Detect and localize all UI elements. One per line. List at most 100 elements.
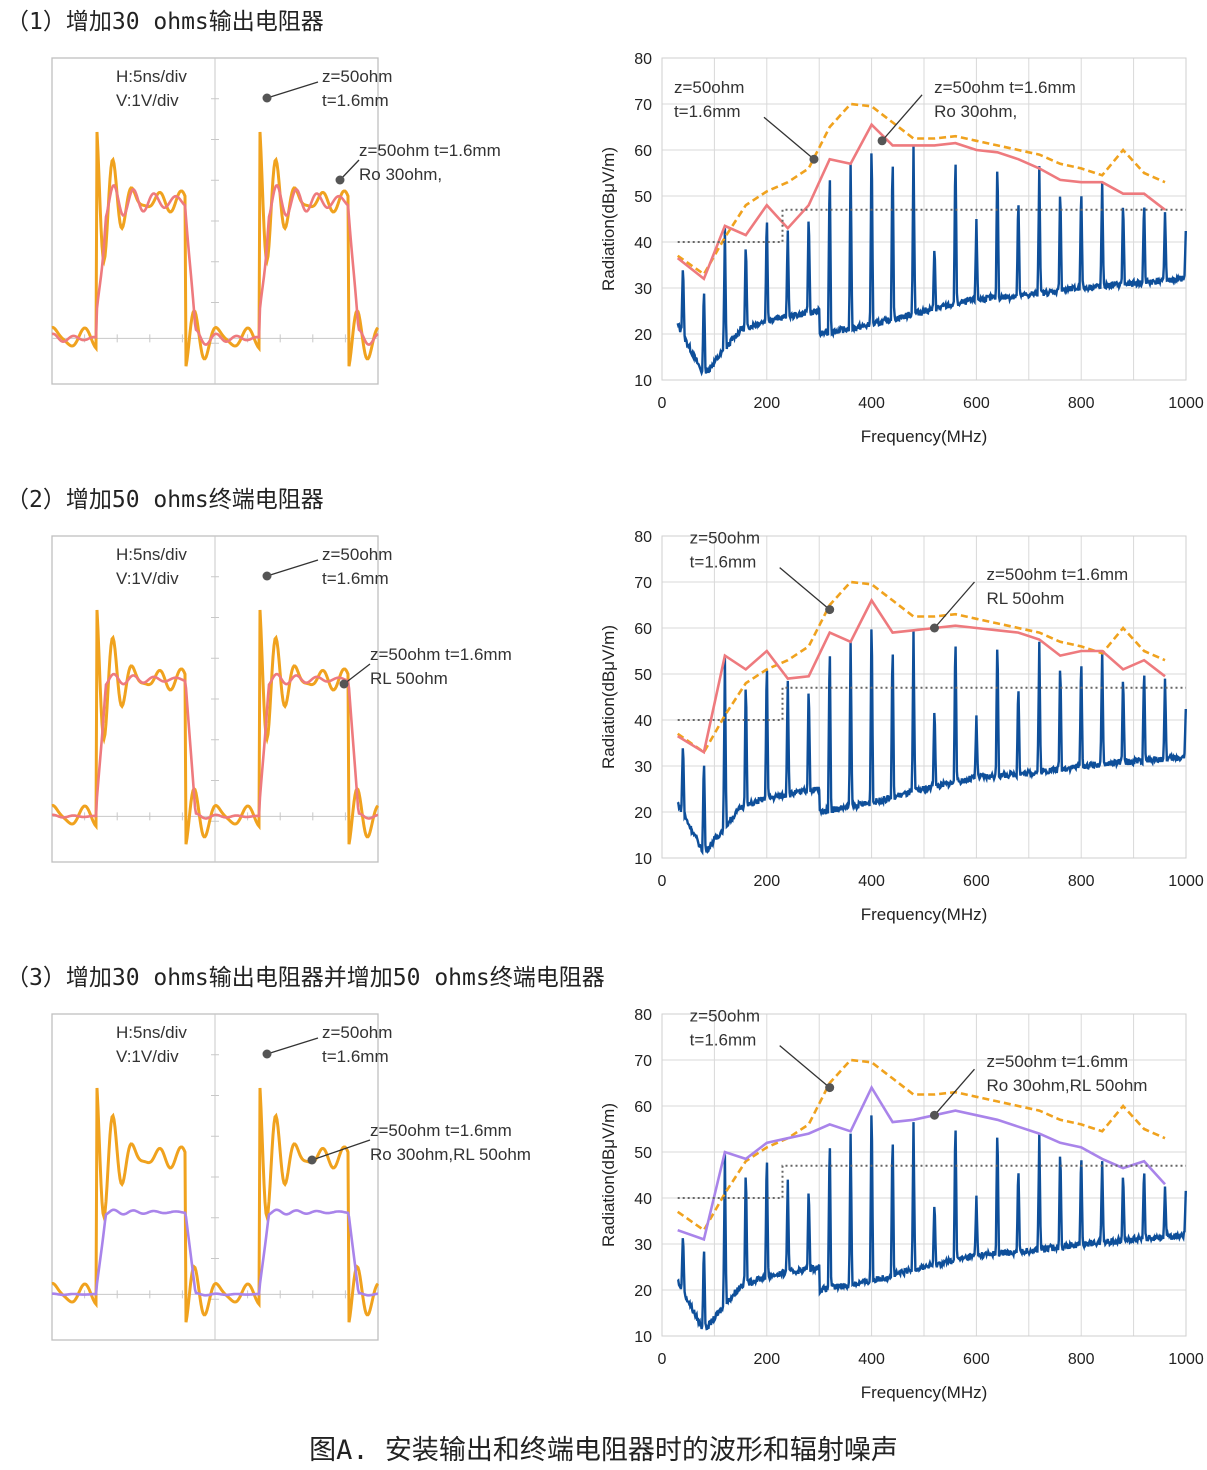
callout-text-1: z=50ohm [322,67,392,86]
section-2-title: （2）增加50 ohms终端电阻器 [6,487,324,513]
y-tick-label: 80 [634,51,652,68]
measured-spectrum [676,1115,1187,1331]
y-tick-label: 20 [634,1283,652,1300]
callout-dot [877,136,887,146]
y-tick-label: 50 [634,667,652,684]
waveform-annotation-reference: z=50ohm t=1.6mm [262,1023,392,1066]
y-tick-label: 70 [634,97,652,114]
callout-line [266,1037,319,1055]
callout-dot [262,93,272,103]
x-tick-label: 600 [963,873,990,890]
measured-spectrum [676,629,1187,856]
reference-envelope [676,580,1166,755]
y-axis-label: Radiation(dBμV/m) [599,1103,618,1247]
x-axis-label: Frequency(MHz) [861,1383,988,1402]
callout-text-1: z=50ohm t=1.6mm [370,1121,512,1140]
y-tick-label: 10 [634,373,652,390]
x-tick-label: 0 [658,873,667,890]
callout-text-1: z=50ohm [690,1007,760,1026]
callout-text-1: z=50ohm [322,545,392,564]
callout-text-2: RL 50ohm [370,669,448,688]
y-tick-label: 60 [634,621,652,638]
callout-line [881,94,923,142]
v-scale-label: V:1V/div [116,569,179,588]
callout-text-2: Ro 30ohm,RL 50ohm [986,1076,1147,1095]
modified-envelope [677,597,1166,755]
callout-text-1: z=50ohm t=1.6mm [986,1052,1128,1071]
callout-dot [809,154,819,164]
y-tick-label: 10 [634,851,652,868]
callout-text-1: z=50ohm t=1.6mm [359,141,501,160]
reference-envelope [676,102,1166,277]
x-tick-label: 800 [1068,1351,1095,1368]
y-tick-label: 70 [634,1053,652,1070]
y-tick-label: 10 [634,1329,652,1346]
spectrum-annotation-modified: z=50ohm t=1.6mm RL 50ohm [929,565,1128,633]
y-tick-label: 70 [634,575,652,592]
y-tick-label: 30 [634,1237,652,1254]
callout-text-1: z=50ohm [674,78,744,97]
x-tick-label: 600 [963,395,990,412]
limit-line [677,208,1186,243]
h-scale-label: H:5ns/div [116,545,187,564]
x-tick-label: 800 [1068,873,1095,890]
waveform-annotation-modified: z=50ohm t=1.6mm RL 50ohm [339,645,512,689]
callout-text-2: t=1.6mm [322,569,389,588]
y-tick-label: 40 [634,235,652,252]
reference-waveform [51,131,380,367]
limit-line [677,686,1186,721]
modified-waveform [51,183,379,346]
x-tick-label: 200 [753,873,780,890]
spectrum-annotation-reference: z=50ohm t=1.6mm [690,529,835,615]
x-tick-label: 1000 [1168,395,1204,412]
plot-frame [661,57,1187,381]
figure-caption: 图A. 安装输出和终端电阻器时的波形和辐射噪声 [309,1435,898,1466]
x-tick-label: 400 [858,395,885,412]
callout-line [933,1068,975,1116]
callout-text-1: z=50ohm t=1.6mm [370,645,512,664]
measured-spectrum [676,145,1187,377]
x-tick-label: 400 [858,1351,885,1368]
callout-dot [262,571,272,581]
v-scale-label: V:1V/div [116,1047,179,1066]
y-tick-label: 80 [634,1007,652,1024]
y-tick-label: 20 [634,327,652,344]
callout-dot [262,1049,272,1059]
plot-frame [661,535,1187,859]
callout-line [763,116,815,160]
spectrum-chart-3: 0 200 400 600 800 1000 10 20 30 40 50 60 70 80 Frequen… [599,1007,1204,1402]
callout-line [779,567,831,611]
callout-text-2: t=1.6mm [690,553,757,572]
reference-waveform [51,1087,380,1323]
y-tick-label: 60 [634,1099,652,1116]
callout-dot [339,679,349,689]
callout-text-2: RL 50ohm [986,589,1064,608]
h-scale-label: H:5ns/div [116,1023,187,1042]
callout-text-2: t=1.6mm [674,102,741,121]
y-tick-label: 50 [634,1145,652,1162]
callout-dot [929,623,939,633]
waveform-annotation-reference: z=50ohm t=1.6mm [262,545,392,588]
x-axis-label: Frequency(MHz) [861,427,988,446]
callout-text-1: z=50ohm [690,529,760,548]
y-tick-label: 80 [634,529,652,546]
callout-dot [335,175,345,185]
x-tick-label: 200 [753,1351,780,1368]
callout-line [266,559,319,577]
callout-line [933,581,975,629]
callout-text-2: t=1.6mm [322,1047,389,1066]
spectrum-annotation-modified: z=50ohm t=1.6mm Ro 30ohm,RL 50ohm [929,1052,1147,1120]
callout-line [343,663,371,685]
modified-envelope [677,1084,1166,1242]
x-tick-label: 1000 [1168,1351,1204,1368]
modified-envelope [676,122,1166,281]
callout-text-2: Ro 30ohm, [934,102,1017,121]
section-1-title: （1）增加30 ohms输出电阻器 [6,9,324,35]
spectrum-chart-1: 0 200 400 600 800 1000 10 20 30 40 50 60 70 80 Frequen… [599,51,1204,446]
callout-text-2: Ro 30ohm, [359,165,442,184]
x-tick-label: 400 [858,873,885,890]
x-tick-label: 800 [1068,395,1095,412]
